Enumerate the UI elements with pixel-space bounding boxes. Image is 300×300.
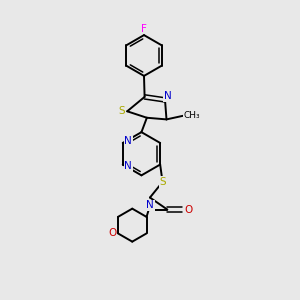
- Text: S: S: [159, 177, 166, 187]
- Text: N: N: [164, 91, 172, 101]
- Text: O: O: [108, 228, 117, 239]
- Text: N: N: [124, 161, 132, 171]
- Text: O: O: [185, 205, 193, 214]
- Text: CH₃: CH₃: [183, 111, 200, 120]
- Text: N: N: [124, 136, 132, 146]
- Text: S: S: [118, 106, 125, 116]
- Text: F: F: [141, 23, 147, 34]
- Text: N: N: [146, 200, 154, 210]
